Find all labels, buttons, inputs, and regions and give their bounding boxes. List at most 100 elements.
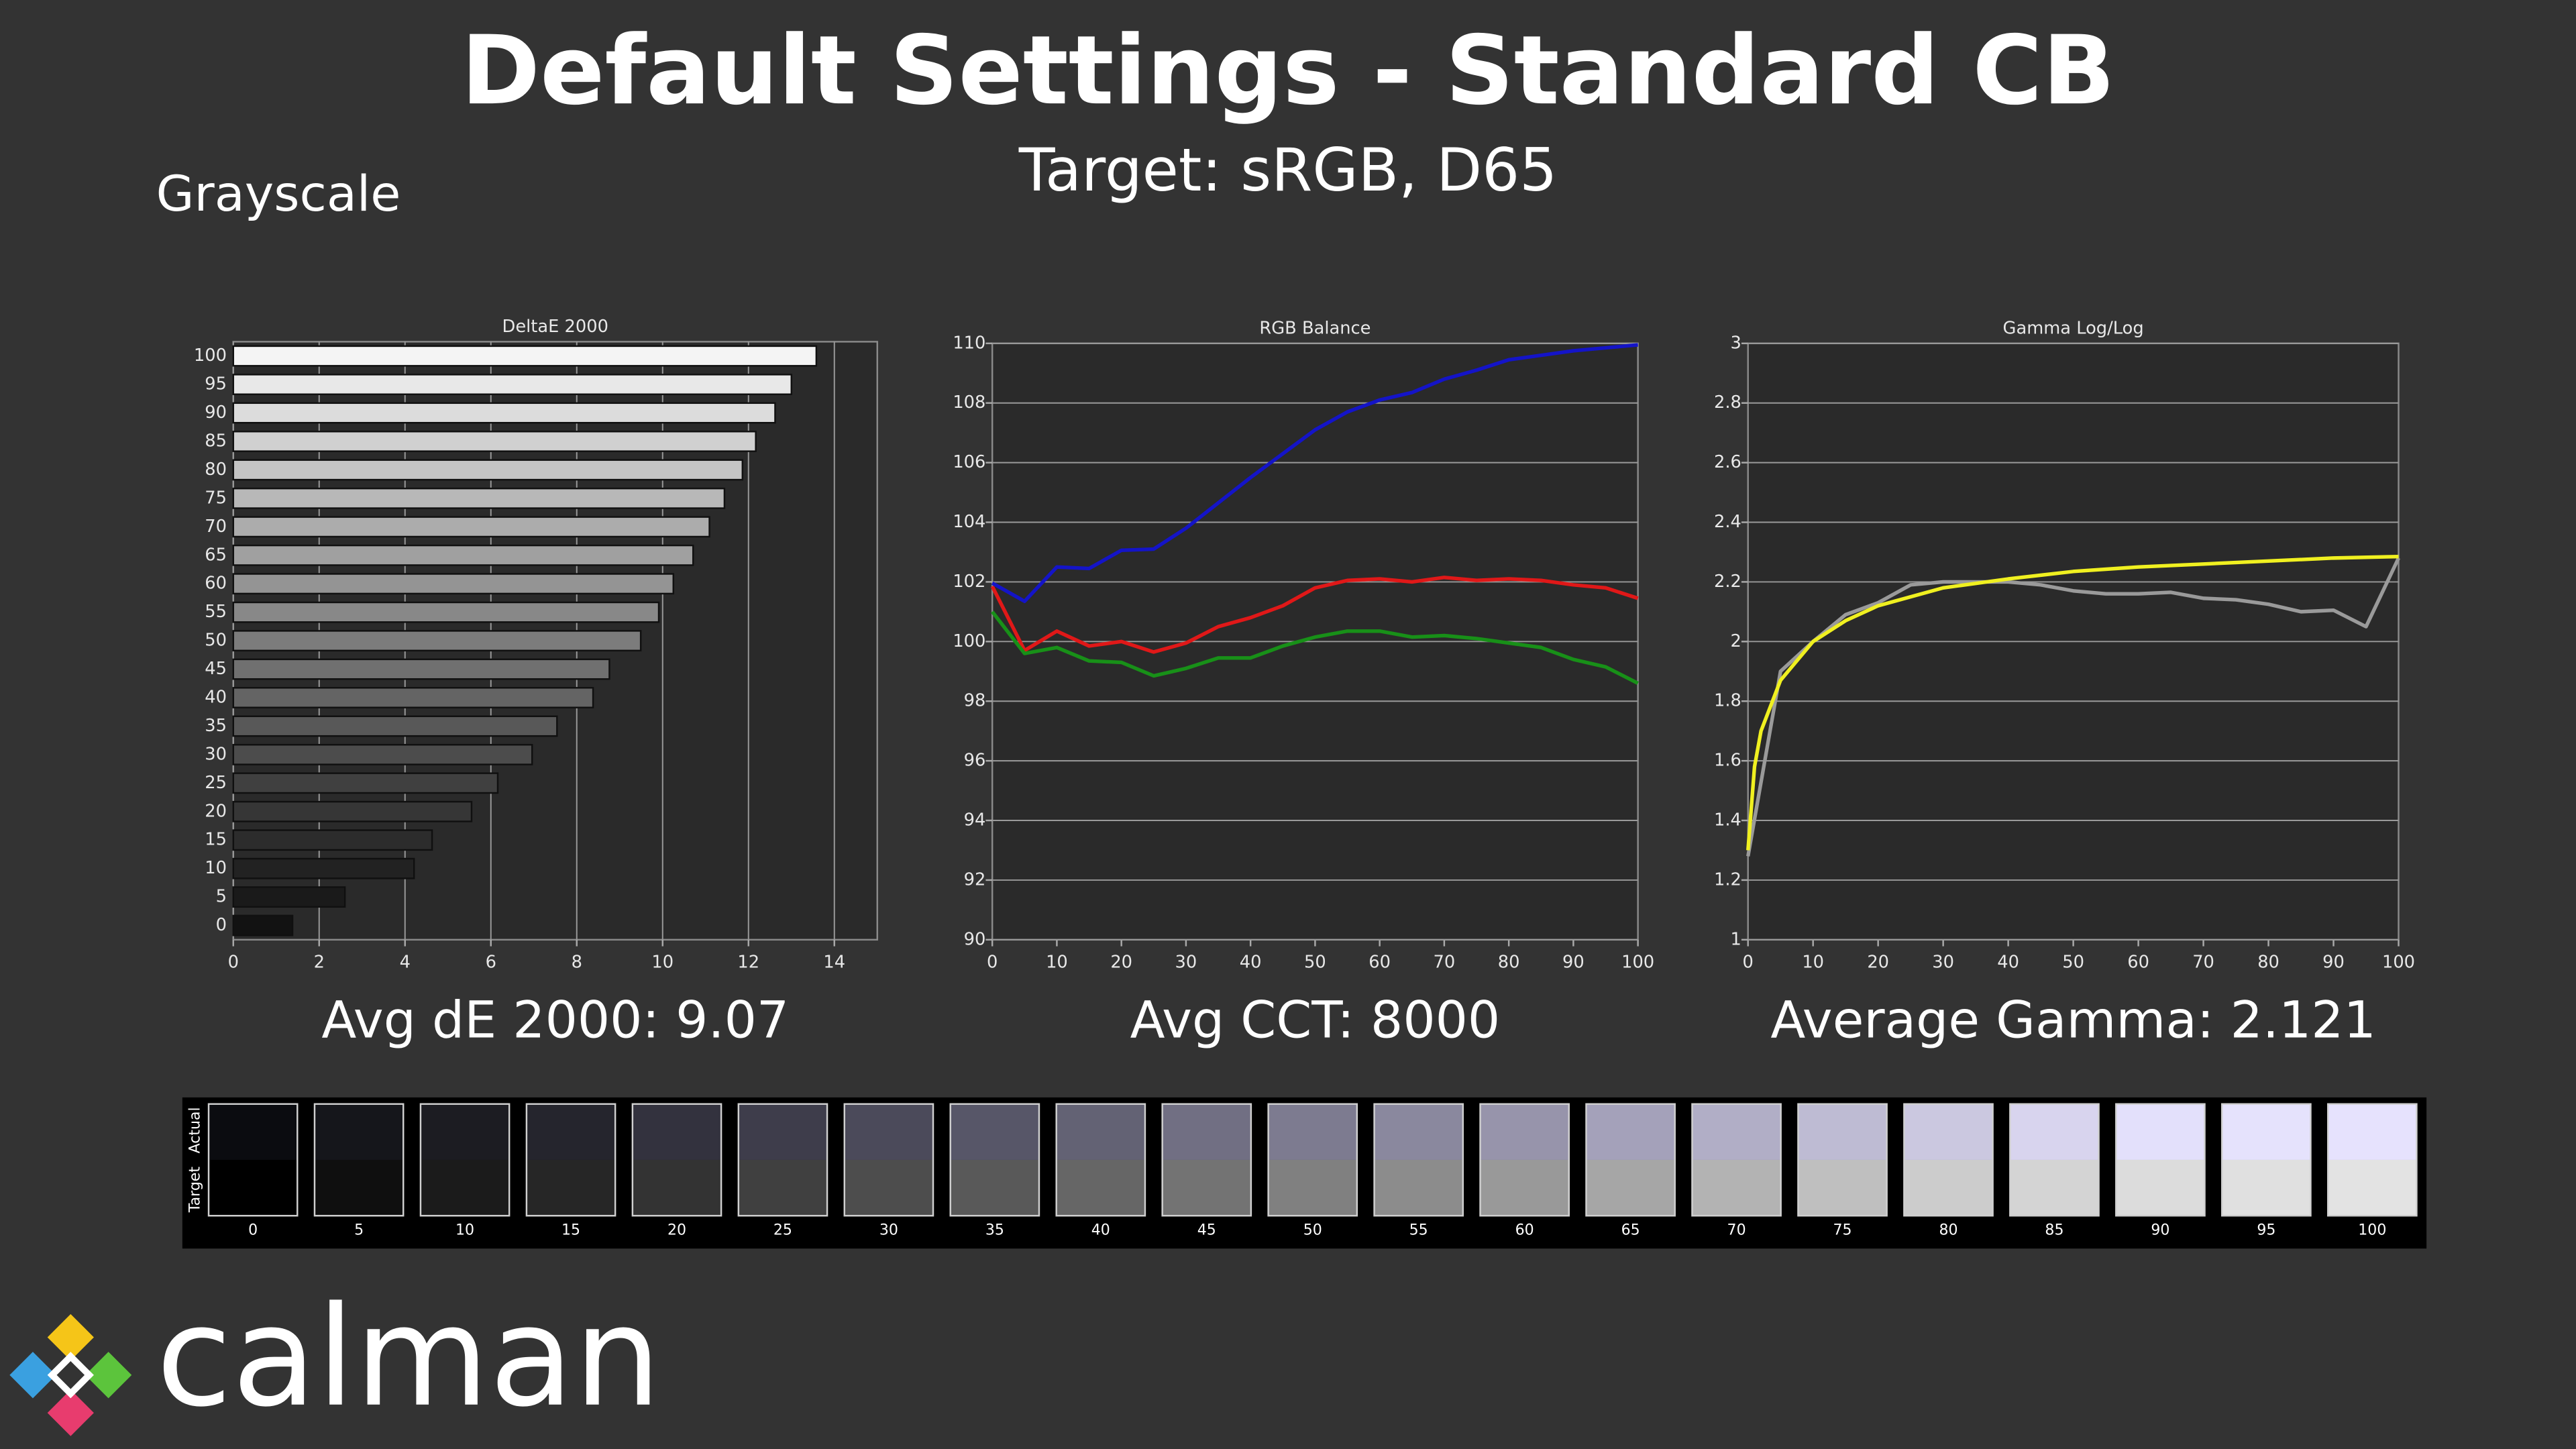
- swatch-actual: [632, 1104, 722, 1160]
- swatch-label: 5: [354, 1222, 364, 1238]
- y-tick-label: 20: [205, 801, 227, 821]
- y-tick-label: 96: [964, 751, 986, 771]
- swatch-frame: [949, 1103, 1040, 1217]
- bar: [232, 914, 294, 936]
- x-tick-label: 20: [1110, 953, 1132, 973]
- y-tick-label: 70: [205, 517, 227, 537]
- x-tick-label: 60: [2127, 953, 2149, 973]
- bar: [232, 829, 433, 851]
- swatch-frame: [1267, 1103, 1358, 1217]
- swatch-label: 40: [1091, 1222, 1110, 1238]
- x-tick-label: 70: [2192, 953, 2214, 973]
- swatch-frame: [1479, 1103, 1570, 1217]
- swatch-target: [1692, 1159, 1781, 1216]
- page-subtitle: Target: sRGB, D65: [1018, 136, 1558, 205]
- x-tick-label: 2: [314, 953, 325, 973]
- chart-title: Gamma Log/Log: [2003, 318, 2144, 338]
- y-tick-label: 60: [205, 574, 227, 594]
- x-tick-label: 50: [2062, 953, 2084, 973]
- swatch-frame: [1161, 1103, 1252, 1217]
- swatch-actual: [1586, 1104, 1675, 1160]
- y-tick-label: 2: [1731, 631, 1741, 651]
- y-tick-label: 108: [953, 392, 985, 413]
- y-tick-label: 90: [964, 929, 986, 949]
- swatch-target: [1480, 1159, 1569, 1216]
- x-tick-label: 20: [1867, 953, 1889, 973]
- y-tick-label: 85: [205, 431, 227, 451]
- bar: [232, 857, 415, 879]
- swatch-actual: [2116, 1104, 2205, 1160]
- bar: [232, 374, 792, 395]
- x-tick-label: 10: [1802, 953, 1824, 973]
- y-tick-label: 100: [194, 345, 227, 366]
- x-tick-label: 0: [987, 953, 998, 973]
- swatch-target: [738, 1159, 828, 1216]
- y-tick-label: 75: [205, 488, 227, 508]
- swatch-actual: [526, 1104, 616, 1160]
- swatch-label: 30: [879, 1222, 898, 1238]
- x-tick-label: 10: [1046, 953, 1068, 973]
- series-line: [991, 343, 1638, 604]
- y-tick-label: 10: [205, 858, 227, 878]
- y-tick-label: 15: [205, 830, 227, 850]
- y-tick-label: 2.4: [1714, 512, 1741, 532]
- bar: [232, 800, 473, 822]
- chart-title: RGB Balance: [1259, 318, 1371, 338]
- x-tick-label: 100: [1621, 953, 1654, 973]
- swatch-frame: [843, 1103, 934, 1217]
- y-tick-label: 45: [205, 659, 227, 679]
- swatch-actual: [420, 1104, 510, 1160]
- y-tick-label: 80: [205, 460, 227, 480]
- x-tick-label: 6: [486, 953, 496, 973]
- swatch-label: 75: [1833, 1222, 1852, 1238]
- bar: [232, 601, 660, 623]
- swatch-target: [632, 1159, 722, 1216]
- x-tick-label: 10: [651, 953, 674, 973]
- swatch-actual: [2010, 1104, 2099, 1160]
- bar: [232, 772, 499, 794]
- y-tick-label: 106: [953, 452, 985, 472]
- section-label: Grayscale: [156, 166, 401, 223]
- swatch-frame: [1903, 1103, 1994, 1217]
- bar: [232, 459, 744, 481]
- swatch-label: 65: [1621, 1222, 1640, 1238]
- chart-summary: Average Gamma: 2.121: [1770, 991, 2376, 1050]
- bar: [232, 487, 726, 509]
- y-tick-label: 2.8: [1714, 392, 1741, 413]
- bar: [232, 431, 757, 452]
- swatch-actual: [1162, 1104, 1251, 1160]
- chart-summary: Avg CCT: 8000: [1130, 991, 1501, 1050]
- series-line: [1746, 557, 2400, 857]
- swatch-actual: [1374, 1104, 1463, 1160]
- y-tick-label: 2.6: [1714, 452, 1741, 472]
- y-tick-label: 55: [205, 602, 227, 622]
- swatch-label: 60: [1515, 1222, 1534, 1238]
- swatch-target: [844, 1159, 934, 1216]
- swatch-frame: [737, 1103, 828, 1217]
- x-tick-label: 80: [1498, 953, 1520, 973]
- swatch-actual: [738, 1104, 828, 1160]
- y-tick-label: 90: [205, 402, 227, 423]
- swatch-label: 25: [773, 1222, 792, 1238]
- swatch-label: 45: [1197, 1222, 1216, 1238]
- series-line: [991, 610, 1639, 685]
- swatch-target: [950, 1159, 1039, 1216]
- swatch-actual: [314, 1104, 404, 1160]
- swatch-label: 10: [455, 1222, 474, 1238]
- swatch-actual: [1480, 1104, 1569, 1160]
- y-tick-label: 104: [953, 512, 985, 532]
- swatch-label: 0: [248, 1222, 258, 1238]
- swatch-target: [526, 1159, 616, 1216]
- y-tick-label: 1.6: [1714, 751, 1741, 771]
- bar: [232, 573, 674, 595]
- x-tick-label: 4: [400, 953, 411, 973]
- swatch-target: [1798, 1159, 1887, 1216]
- y-tick-label: 1: [1731, 929, 1741, 949]
- y-tick-label: 40: [205, 688, 227, 708]
- y-tick-label: 25: [205, 773, 227, 793]
- x-tick-label: 8: [572, 953, 582, 973]
- y-tick-label: 98: [964, 691, 986, 711]
- y-tick-label: 1.2: [1714, 869, 1741, 890]
- y-tick-label: 1.4: [1714, 810, 1741, 830]
- swatch-frame: [1797, 1103, 1888, 1217]
